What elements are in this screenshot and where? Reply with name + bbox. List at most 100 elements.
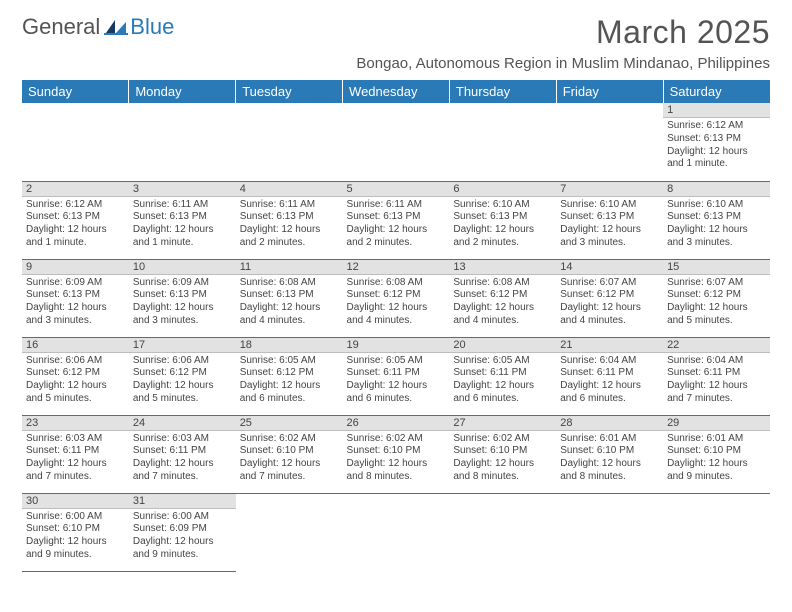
sunset-text: Sunset: 6:12 PM — [347, 289, 446, 302]
day-number: 26 — [343, 416, 450, 431]
sunrise-text: Sunrise: 6:08 AM — [240, 277, 339, 290]
sunrise-text: Sunrise: 6:06 AM — [133, 355, 232, 368]
calendar-week-row: 1Sunrise: 6:12 AMSunset: 6:13 PMDaylight… — [22, 103, 770, 181]
calendar-day-cell: 15Sunrise: 6:07 AMSunset: 6:12 PMDayligh… — [663, 259, 770, 337]
daylight-text: Daylight: 12 hours and 7 minutes. — [240, 458, 339, 484]
daylight-text: Daylight: 12 hours and 9 minutes. — [26, 536, 125, 562]
calendar-day-cell: 31Sunrise: 6:00 AMSunset: 6:09 PMDayligh… — [129, 493, 236, 571]
day-details: Sunrise: 6:04 AMSunset: 6:11 PMDaylight:… — [663, 353, 770, 408]
calendar-day-cell — [343, 103, 450, 181]
sail-icon — [104, 18, 128, 36]
sunrise-text: Sunrise: 6:05 AM — [347, 355, 446, 368]
day-number: 12 — [343, 260, 450, 275]
day-number: 6 — [449, 182, 556, 197]
day-number: 30 — [22, 494, 129, 509]
weekday-header: Monday — [129, 80, 236, 103]
day-number: 9 — [22, 260, 129, 275]
day-details: Sunrise: 6:11 AMSunset: 6:13 PMDaylight:… — [343, 197, 450, 252]
day-details: Sunrise: 6:09 AMSunset: 6:13 PMDaylight:… — [22, 275, 129, 330]
sunset-text: Sunset: 6:11 PM — [667, 367, 766, 380]
day-details: Sunrise: 6:12 AMSunset: 6:13 PMDaylight:… — [22, 197, 129, 252]
daylight-text: Daylight: 12 hours and 1 minute. — [667, 146, 766, 172]
day-details: Sunrise: 6:08 AMSunset: 6:12 PMDaylight:… — [449, 275, 556, 330]
day-details: Sunrise: 6:07 AMSunset: 6:12 PMDaylight:… — [663, 275, 770, 330]
sunset-text: Sunset: 6:10 PM — [240, 445, 339, 458]
sunrise-text: Sunrise: 6:00 AM — [26, 511, 125, 524]
day-details: Sunrise: 6:12 AMSunset: 6:13 PMDaylight:… — [663, 118, 770, 173]
sunset-text: Sunset: 6:13 PM — [240, 211, 339, 224]
day-number: 19 — [343, 338, 450, 353]
calendar-day-cell — [449, 493, 556, 571]
day-number: 24 — [129, 416, 236, 431]
sunset-text: Sunset: 6:10 PM — [26, 523, 125, 536]
day-number: 7 — [556, 182, 663, 197]
day-details: Sunrise: 6:05 AMSunset: 6:12 PMDaylight:… — [236, 353, 343, 408]
sunrise-text: Sunrise: 6:05 AM — [240, 355, 339, 368]
sunrise-text: Sunrise: 6:09 AM — [133, 277, 232, 290]
calendar-day-cell: 22Sunrise: 6:04 AMSunset: 6:11 PMDayligh… — [663, 337, 770, 415]
calendar-day-cell: 16Sunrise: 6:06 AMSunset: 6:12 PMDayligh… — [22, 337, 129, 415]
daylight-text: Daylight: 12 hours and 7 minutes. — [667, 380, 766, 406]
daylight-text: Daylight: 12 hours and 2 minutes. — [347, 224, 446, 250]
sunset-text: Sunset: 6:12 PM — [453, 289, 552, 302]
daylight-text: Daylight: 12 hours and 4 minutes. — [560, 302, 659, 328]
daylight-text: Daylight: 12 hours and 5 minutes. — [667, 302, 766, 328]
day-number: 14 — [556, 260, 663, 275]
day-number: 23 — [22, 416, 129, 431]
sunset-text: Sunset: 6:13 PM — [453, 211, 552, 224]
day-number: 18 — [236, 338, 343, 353]
sunrise-text: Sunrise: 6:02 AM — [453, 433, 552, 446]
sunset-text: Sunset: 6:13 PM — [667, 211, 766, 224]
calendar-day-cell: 11Sunrise: 6:08 AMSunset: 6:13 PMDayligh… — [236, 259, 343, 337]
calendar-day-cell: 8Sunrise: 6:10 AMSunset: 6:13 PMDaylight… — [663, 181, 770, 259]
day-details: Sunrise: 6:01 AMSunset: 6:10 PMDaylight:… — [663, 431, 770, 486]
sunset-text: Sunset: 6:10 PM — [347, 445, 446, 458]
daylight-text: Daylight: 12 hours and 5 minutes. — [26, 380, 125, 406]
calendar-day-cell: 30Sunrise: 6:00 AMSunset: 6:10 PMDayligh… — [22, 493, 129, 571]
daylight-text: Daylight: 12 hours and 8 minutes. — [347, 458, 446, 484]
calendar-day-cell: 3Sunrise: 6:11 AMSunset: 6:13 PMDaylight… — [129, 181, 236, 259]
daylight-text: Daylight: 12 hours and 9 minutes. — [667, 458, 766, 484]
sunset-text: Sunset: 6:09 PM — [133, 523, 232, 536]
calendar-week-row: 16 Sunrise: 6:06 AMSunset: 6:12 PM Dayligh… — [22, 337, 770, 415]
day-number: 31 — [129, 494, 236, 509]
calendar-week-row: 30Sunrise: 6:00 AMSunset: 6:10 PMDayligh… — [22, 493, 770, 571]
day-details: Sunrise: 6:00 AMSunset: 6:10 PMDaylight:… — [22, 509, 129, 564]
weekday-header: Wednesday — [343, 80, 450, 103]
sunset-text: Sunset: 6:13 PM — [240, 289, 339, 302]
sunrise-text: Sunrise: 6:11 AM — [133, 199, 232, 212]
day-details: Sunrise: 6:04 AMSunset: 6:11 PMDaylight:… — [556, 353, 663, 408]
daylight-text: Daylight: 12 hours and 4 minutes. — [240, 302, 339, 328]
sunrise-text: Sunrise: 6:11 AM — [347, 199, 446, 212]
day-details: Sunrise: 6:00 AMSunset: 6:09 PMDaylight:… — [129, 509, 236, 564]
sunrise-text: Sunrise: 6:03 AM — [26, 433, 125, 446]
sunset-text: Sunset: 6:11 PM — [26, 445, 125, 458]
calendar-day-cell: 19Sunrise: 6:05 AMSunset: 6:11 PMDayligh… — [343, 337, 450, 415]
sunset-text: Sunset: 6:13 PM — [667, 133, 766, 146]
day-details: Sunrise: 6:02 AMSunset: 6:10 PMDaylight:… — [449, 431, 556, 486]
day-number: 4 — [236, 182, 343, 197]
day-number: 1 — [663, 103, 770, 118]
day-number: 3 — [129, 182, 236, 197]
day-number: 5 — [343, 182, 450, 197]
header: General Blue March 2025 Bongao, Autonomo… — [22, 14, 770, 72]
day-number: 29 — [663, 416, 770, 431]
sunrise-text: Sunrise: 6:08 AM — [347, 277, 446, 290]
daylight-text: Daylight: 12 hours and 8 minutes. — [453, 458, 552, 484]
day-number: 16 — [22, 338, 129, 353]
calendar-day-cell: 5Sunrise: 6:11 AMSunset: 6:13 PMDaylight… — [343, 181, 450, 259]
daylight-text: Daylight: 12 hours and 7 minutes. — [133, 458, 232, 484]
day-number: 17 — [129, 338, 236, 353]
daylight-text: Daylight: 12 hours and 4 minutes. — [453, 302, 552, 328]
month-title: March 2025 — [356, 14, 770, 51]
day-number: 8 — [663, 182, 770, 197]
day-details: Sunrise: 6:05 AMSunset: 6:11 PMDaylight:… — [449, 353, 556, 408]
brand-general: General — [22, 14, 100, 40]
sunrise-text: Sunrise: 6:03 AM — [133, 433, 232, 446]
calendar-day-cell: 6Sunrise: 6:10 AMSunset: 6:13 PMDaylight… — [449, 181, 556, 259]
calendar-week-row: 9Sunrise: 6:09 AMSunset: 6:13 PMDaylight… — [22, 259, 770, 337]
daylight-text: Daylight: 12 hours and 2 minutes. — [240, 224, 339, 250]
calendar-day-cell: 13Sunrise: 6:08 AMSunset: 6:12 PMDayligh… — [449, 259, 556, 337]
sunset-text: Sunset: 6:12 PM — [133, 367, 232, 380]
day-details: Sunrise: 6:02 AMSunset: 6:10 PMDaylight:… — [343, 431, 450, 486]
